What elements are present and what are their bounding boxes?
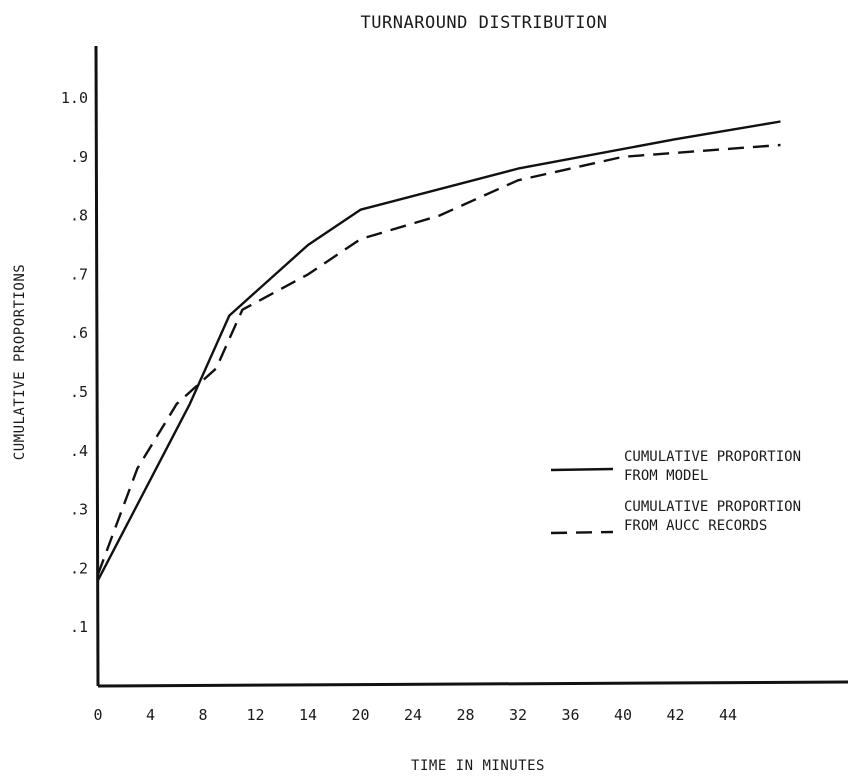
chart-title: TURNAROUND DISTRIBUTION bbox=[361, 13, 608, 33]
x-tick-label: 40 bbox=[614, 706, 632, 724]
legend: CUMULATIVE PROPORTION FROM MODEL CUMULATIV… bbox=[550, 449, 801, 535]
legend-label: CUMULATIVE PROPORTION bbox=[624, 499, 801, 515]
y-tick-label: 1.0 bbox=[61, 89, 88, 107]
x-tick-label: 44 bbox=[719, 706, 737, 724]
x-tick-label: 36 bbox=[561, 706, 579, 724]
y-tick-label: .6 bbox=[70, 324, 88, 342]
x-tick-label: 14 bbox=[299, 706, 317, 724]
legend-swatch bbox=[550, 467, 614, 472]
y-axis-label: CUMULATIVE PROPORTIONS bbox=[12, 264, 28, 460]
series-lines bbox=[96, 120, 781, 581]
x-tick-label: 12 bbox=[246, 706, 264, 724]
x-tick-label: 32 bbox=[509, 706, 527, 724]
legend-label: FROM MODEL bbox=[624, 468, 708, 484]
x-tick-label: 42 bbox=[666, 706, 684, 724]
series-model-line bbox=[96, 120, 781, 581]
x-tick-label: 24 bbox=[404, 706, 422, 724]
y-tick-label: .8 bbox=[70, 207, 88, 225]
y-tick-label: .4 bbox=[70, 442, 88, 460]
x-tick-label: 0 bbox=[93, 706, 102, 724]
series-aucc-records-line bbox=[96, 143, 781, 575]
y-tick-label: .1 bbox=[70, 618, 88, 636]
legend-swatch bbox=[550, 530, 614, 535]
x-tick-label: 20 bbox=[351, 706, 369, 724]
x-tick-label: 28 bbox=[456, 706, 474, 724]
y-tick-label: .3 bbox=[70, 501, 88, 519]
x-axis-label: TIME IN MINUTES bbox=[411, 758, 545, 774]
x-axis bbox=[97, 680, 849, 688]
x-tick-label: 4 bbox=[146, 706, 155, 724]
y-tick-label: .7 bbox=[70, 265, 88, 283]
x-tick-labels: 0 4 8 12 14 20 24 28 32 36 40 42 44 bbox=[93, 706, 737, 724]
y-tick-label: .2 bbox=[70, 559, 88, 577]
y-tick-label: .5 bbox=[70, 383, 88, 401]
y-tick-labels: .1 .2 .3 .4 .5 .6 .7 .8 .9 1.0 bbox=[61, 89, 88, 636]
y-axis bbox=[94, 45, 100, 687]
x-tick-label: 8 bbox=[198, 706, 207, 724]
legend-label: FROM AUCC RECORDS bbox=[624, 518, 767, 534]
legend-label: CUMULATIVE PROPORTION bbox=[624, 449, 801, 465]
y-tick-label: .9 bbox=[70, 148, 88, 166]
